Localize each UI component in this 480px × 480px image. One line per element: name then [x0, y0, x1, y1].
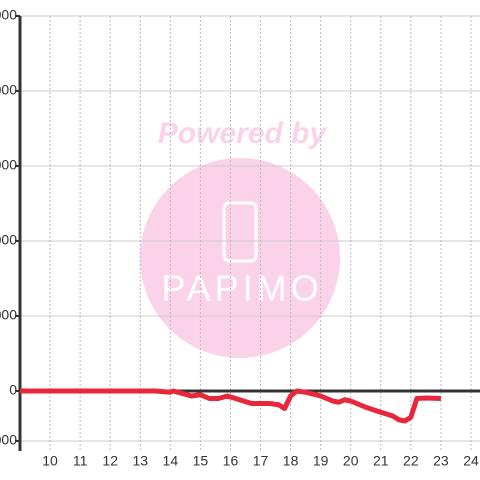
x-tick-label: 11: [73, 453, 88, 469]
watermark-circle: [140, 158, 340, 358]
line-series: [20, 388, 441, 424]
x-tick-label: 10: [42, 453, 58, 469]
y-tick-label: 60,000: [0, 232, 17, 248]
watermark-title: Powered by: [158, 117, 328, 150]
x-tick-label: 18: [283, 453, 299, 469]
x-tick-label: 21: [373, 453, 389, 469]
x-tick-label: 24: [463, 453, 479, 469]
x-tick-label: 16: [223, 453, 239, 469]
x-tick-label: 12: [102, 453, 118, 469]
watermark-icon: [222, 201, 258, 263]
y-tick-label: 0: [9, 382, 17, 398]
y-tick-label: 150,000: [0, 7, 17, 23]
y-tick-label: 90,000: [0, 157, 17, 173]
x-tick-label: 14: [163, 453, 179, 469]
watermark-logo: PAPIMO: [161, 268, 322, 309]
x-tick-label: 15: [193, 453, 209, 469]
y-tick-label: -20,000: [0, 432, 17, 448]
x-tick-label: 22: [403, 453, 419, 469]
y-tick-label: 30,000: [0, 307, 17, 323]
x-tick-label: 17: [253, 453, 269, 469]
x-tick-label: 19: [313, 453, 329, 469]
x-tick-label: 23: [433, 453, 449, 469]
y-tick-label: 120,000: [0, 82, 17, 98]
x-tick-label: 13: [132, 453, 148, 469]
x-tick-label: 20: [343, 453, 359, 469]
